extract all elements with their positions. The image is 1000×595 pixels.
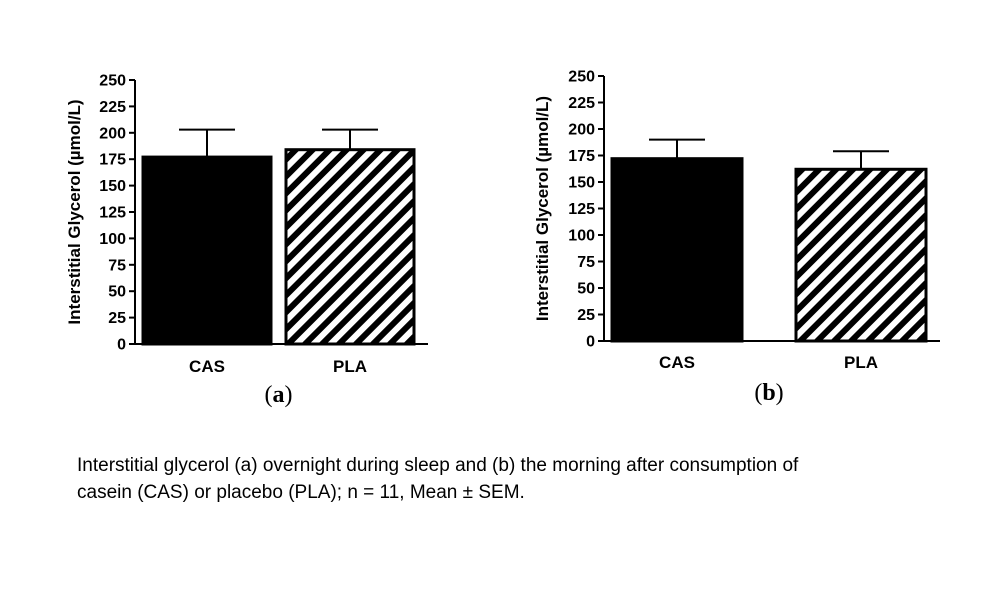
- x-category-label: PLA: [333, 357, 367, 376]
- y-tick-label: 125: [99, 205, 126, 222]
- y-tick-label: 175: [568, 148, 595, 165]
- y-tick-label: 50: [108, 284, 126, 301]
- y-tick-label: 75: [577, 254, 595, 271]
- y-tick-label: 125: [568, 201, 595, 218]
- panel-label-open: (: [265, 382, 273, 408]
- caption-line-2: casein (CAS) or placebo (PLA); n = 11, M…: [77, 482, 525, 503]
- y-tick-label: 50: [577, 281, 595, 298]
- chart-panel-b: 0 25 50 75 100 125 150 175 200 225 250 CAS PLA Inters…: [533, 69, 940, 406]
- y-tick-label: 225: [99, 99, 126, 116]
- y-tick-label: 25: [108, 310, 126, 327]
- panel-label: (a): [265, 382, 293, 408]
- bar-pla: [794, 167, 928, 343]
- bar-cas: [610, 157, 744, 343]
- y-tick-label: 150: [99, 178, 126, 195]
- y-tick-label: 200: [99, 125, 126, 142]
- figure-caption: Interstitial glycerol (a) overnight duri…: [77, 452, 957, 506]
- y-tick-label: 150: [568, 175, 595, 192]
- y-tick-label: 25: [577, 307, 595, 324]
- panel-label-close: ): [285, 382, 293, 408]
- y-axis-title: Interstitial Glycerol (µmol/L): [533, 96, 552, 321]
- x-category-label: PLA: [844, 353, 878, 372]
- panel-label-letter: a: [273, 382, 285, 408]
- chart-panel-a: 0 25 50 75 100 125 150 175 200 225 250 CAS PLA Inters…: [65, 73, 428, 408]
- y-tick-label: 0: [586, 334, 595, 351]
- y-tick-label: 200: [568, 122, 595, 139]
- panel-label-close: ): [776, 380, 784, 406]
- bar-pla: [284, 148, 416, 346]
- x-category-label: CAS: [659, 353, 695, 372]
- y-tick-label: 250: [568, 69, 595, 86]
- caption-line-1: Interstitial glycerol (a) overnight duri…: [77, 455, 799, 476]
- x-category-label: CAS: [189, 357, 225, 376]
- y-tick-label: 225: [568, 95, 595, 112]
- y-tick-label: 100: [568, 228, 595, 245]
- panel-label-letter: b: [762, 380, 775, 406]
- y-tick-label: 0: [117, 337, 126, 354]
- panel-label: (b): [754, 380, 783, 406]
- y-axis-title: Interstitial Glycerol (µmol/L): [65, 99, 84, 324]
- panel-label-open: (: [754, 380, 762, 406]
- y-tick-label: 75: [108, 257, 126, 274]
- y-tick-label: 250: [99, 73, 126, 90]
- y-tick-label: 100: [99, 231, 126, 248]
- y-tick-label: 175: [99, 152, 126, 169]
- bar-cas: [141, 155, 273, 346]
